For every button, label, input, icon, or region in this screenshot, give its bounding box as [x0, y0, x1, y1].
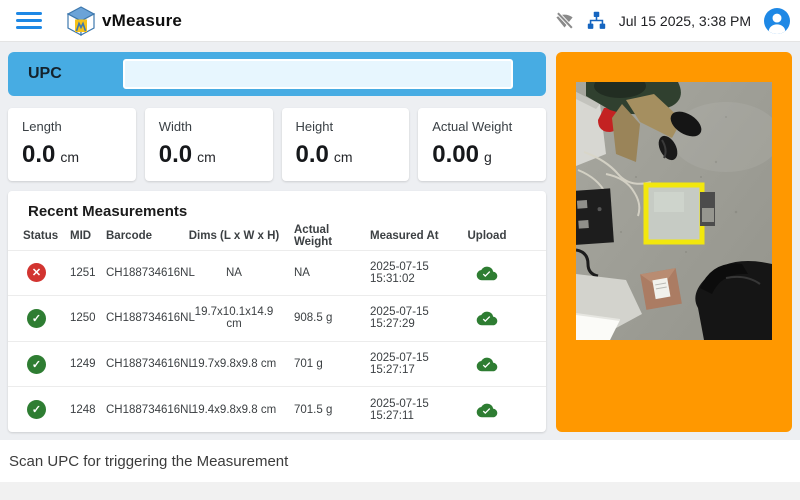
check-circle-icon	[27, 308, 46, 328]
upc-bar: UPC	[8, 52, 546, 96]
table-row[interactable]: 1250 CH188734616NL 19.7x10.1x14.9 cm 908…	[8, 295, 546, 341]
actual-weight-card: Actual Weight 0.00 g	[418, 108, 546, 181]
col-measured-at: Measured At	[370, 230, 439, 243]
length-value: 0.0	[22, 141, 56, 168]
cell-measured-at: 2025-07-15 15:27:29	[370, 306, 429, 331]
cell-measured-at: 2025-07-15 15:27:11	[370, 397, 429, 422]
app-logo: vMeasure	[66, 5, 183, 36]
cell-weight: 701 g	[294, 358, 323, 371]
user-avatar-icon[interactable]	[764, 7, 790, 34]
cell-mid: 1248	[70, 403, 96, 416]
cell-measured-at: 2025-07-15 15:31:02	[370, 260, 429, 285]
height-value: 0.0	[295, 141, 329, 168]
col-upload: Upload	[467, 230, 507, 243]
width-label: Width	[158, 119, 192, 134]
footer-message: Scan UPC for triggering the Measurement	[9, 452, 289, 470]
cell-barcode: CH188734616NL	[106, 312, 195, 325]
datetime-label: Jul 15 2025, 3:38 PM	[618, 12, 751, 29]
upc-label: UPC	[28, 65, 62, 82]
width-unit: cm	[197, 149, 216, 165]
table-row[interactable]: 1249 CH188734616NL 19.7x9.8x9.8 cm 701 g…	[8, 340, 546, 387]
col-dims: Dims (L x W x H)	[188, 230, 280, 243]
cloud-check-icon	[466, 309, 508, 327]
hamburger-menu-icon[interactable]	[16, 11, 42, 30]
cell-dims: NA	[226, 266, 242, 279]
cell-mid: 1251	[70, 266, 96, 279]
cloud-check-icon	[466, 355, 508, 373]
wifi-off-icon	[555, 12, 573, 29]
col-mid: MID	[70, 230, 92, 243]
cell-barcode: CH188734616NL	[106, 403, 195, 416]
camera-feed-image	[576, 82, 772, 340]
cell-mid: 1250	[70, 312, 96, 325]
main-content: UPC Length 0.0 cm Width 0.0 cm Height	[0, 42, 800, 440]
vmeasure-cube-logo	[66, 5, 96, 36]
cloud-check-icon	[466, 264, 508, 282]
length-unit: cm	[60, 149, 80, 165]
cell-mid: 1249	[70, 358, 96, 371]
col-barcode: Barcode	[106, 230, 153, 243]
table-row[interactable]: 1251 CH188734616NL NA NA 2025-07-15 15:3…	[8, 249, 546, 296]
col-actual-weight: Actual Weight	[294, 224, 333, 249]
cell-barcode: CH188734616NL	[106, 266, 195, 279]
check-circle-icon	[27, 400, 46, 420]
width-card: Width 0.0 cm	[144, 108, 273, 181]
cell-weight: 701.5 g	[294, 403, 333, 416]
detection-highlight-square	[643, 182, 705, 245]
table-row[interactable]: 1248 CH188734616NL 19.4x9.8x9.8 cm 701.5…	[8, 386, 546, 432]
length-card: Length 0.0 cm	[8, 108, 136, 181]
check-circle-icon	[27, 354, 46, 374]
table-header-row: Status MID Barcode Dims (L x W x H) Actu…	[8, 223, 546, 250]
recent-measurements-title: Recent Measurements	[28, 203, 188, 220]
cell-dims: 19.7x10.1x14.9 cm	[194, 306, 274, 331]
cell-weight: NA	[294, 266, 310, 279]
height-unit: cm	[333, 149, 353, 165]
height-label: Height	[295, 119, 334, 134]
app-title: vMeasure	[102, 10, 183, 30]
recent-measurements-panel: Recent Measurements Status MID Barcode D…	[8, 191, 546, 432]
lan-connected-icon	[587, 11, 605, 29]
measurement-cards: Length 0.0 cm Width 0.0 cm Height 0.0 cm	[8, 108, 546, 181]
width-value: 0.0	[158, 141, 193, 168]
camera-view-panel	[556, 52, 792, 432]
length-label: Length	[22, 119, 62, 134]
actual-weight-value: 0.00	[432, 141, 479, 168]
cell-measured-at: 2025-07-15 15:27:17	[370, 352, 429, 377]
error-x-icon	[27, 263, 46, 283]
actual-weight-unit: g	[483, 149, 492, 165]
cloud-check-icon	[466, 401, 508, 419]
height-card: Height 0.0 cm	[281, 108, 410, 181]
actual-weight-label: Actual Weight	[432, 119, 513, 134]
status-footer: Scan UPC for triggering the Measurement	[0, 440, 800, 482]
col-status: Status	[23, 230, 59, 243]
top-app-bar: vMeasure Jul 15 2025, 3:38 PM	[0, 0, 800, 42]
cell-weight: 908.5 g	[294, 312, 333, 325]
cell-dims: 19.7x9.8x9.8 cm	[191, 358, 277, 371]
cell-dims: 19.4x9.8x9.8 cm	[191, 403, 277, 416]
cell-barcode: CH188734616NL	[106, 358, 195, 371]
upc-input[interactable]	[123, 59, 513, 89]
